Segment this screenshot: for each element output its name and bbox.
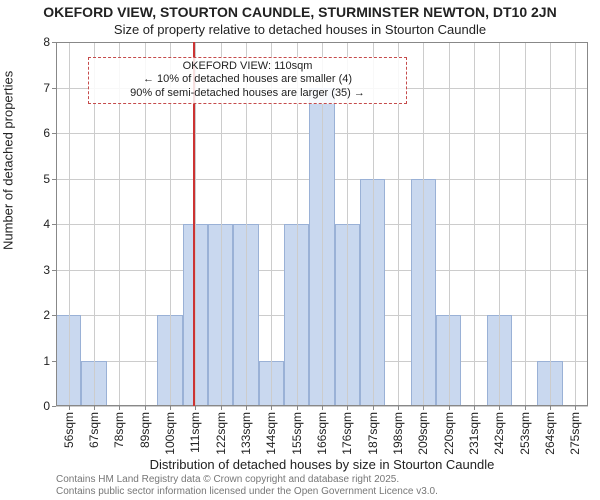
gridline-vertical: [525, 42, 526, 406]
x-tick-label: 144sqm: [264, 412, 278, 455]
x-tick-label: 155sqm: [290, 412, 304, 455]
annotation-line-3: 90% of semi-detached houses are larger (…: [93, 87, 402, 101]
y-tick-mark: [52, 406, 56, 407]
footer-line-2: Contains public sector information licen…: [56, 486, 588, 498]
gridline-vertical: [550, 42, 551, 406]
x-tick-mark: [195, 406, 196, 410]
axis-border: [56, 405, 588, 406]
x-tick-label: 67sqm: [87, 412, 101, 448]
x-tick-mark: [119, 406, 120, 410]
x-tick-label: 231sqm: [467, 412, 481, 455]
x-tick-label: 56sqm: [62, 412, 76, 448]
x-tick-label: 111sqm: [188, 412, 202, 453]
y-axis-label-text: Number of detached properties: [1, 71, 16, 250]
x-tick-mark: [170, 406, 171, 410]
x-tick-label: 209sqm: [416, 412, 430, 455]
x-tick-mark: [322, 406, 323, 410]
x-tick-mark: [449, 406, 450, 410]
x-tick-mark: [423, 406, 424, 410]
gridline-vertical: [69, 42, 70, 406]
x-tick-mark: [246, 406, 247, 410]
chart-title: OKEFORD VIEW, STOURTON CAUNDLE, STURMINS…: [0, 0, 600, 20]
x-tick-label: 264sqm: [543, 412, 557, 455]
x-tick-mark: [297, 406, 298, 410]
x-tick-label: 176sqm: [340, 412, 354, 455]
x-tick-mark: [398, 406, 399, 410]
footer-line-1: Contains HM Land Registry data © Crown c…: [56, 474, 588, 486]
x-axis-label: Distribution of detached houses by size …: [56, 457, 588, 472]
x-tick-mark: [221, 406, 222, 410]
x-tick-label: 220sqm: [442, 412, 456, 455]
x-tick-mark: [373, 406, 374, 410]
x-tick-label: 253sqm: [518, 412, 532, 455]
gridline-vertical: [423, 42, 424, 406]
x-tick-mark: [94, 406, 95, 410]
x-tick-mark: [271, 406, 272, 410]
x-tick-mark: [69, 406, 70, 410]
x-tick-label: 122sqm: [214, 412, 228, 455]
axis-border: [587, 42, 588, 406]
footer-attribution: Contains HM Land Registry data © Crown c…: [56, 474, 588, 498]
x-tick-label: 166sqm: [315, 412, 329, 455]
x-tick-label: 100sqm: [163, 412, 177, 455]
axis-border: [56, 42, 57, 406]
annotation-box: OKEFORD VIEW: 110sqm← 10% of detached ho…: [88, 57, 407, 104]
x-tick-label: 133sqm: [239, 412, 253, 455]
gridline-vertical: [474, 42, 475, 406]
x-tick-mark: [145, 406, 146, 410]
x-tick-label: 89sqm: [138, 412, 152, 448]
x-tick-mark: [499, 406, 500, 410]
x-tick-label: 242sqm: [492, 412, 506, 455]
annotation-line-1: OKEFORD VIEW: 110sqm: [93, 60, 402, 74]
annotation-line-2: ← 10% of detached houses are smaller (4): [93, 73, 402, 87]
axis-border: [56, 42, 588, 43]
x-tick-mark: [347, 406, 348, 410]
y-axis-label: Number of detached properties: [1, 71, 16, 250]
x-tick-label: 78sqm: [112, 412, 126, 448]
chart-container: OKEFORD VIEW, STOURTON CAUNDLE, STURMINS…: [0, 0, 600, 500]
x-tick-mark: [525, 406, 526, 410]
x-tick-label: 187sqm: [366, 412, 380, 455]
gridline-vertical: [499, 42, 500, 406]
chart-subtitle: Size of property relative to detached ho…: [0, 20, 600, 37]
x-tick-label: 275sqm: [568, 412, 582, 455]
x-tick-label: 198sqm: [391, 412, 405, 455]
gridline-vertical: [575, 42, 576, 406]
x-tick-mark: [550, 406, 551, 410]
gridline-vertical: [449, 42, 450, 406]
x-tick-mark: [575, 406, 576, 410]
x-tick-mark: [474, 406, 475, 410]
plot-area: 01234567856sqm67sqm78sqm89sqm100sqm111sq…: [56, 42, 588, 406]
